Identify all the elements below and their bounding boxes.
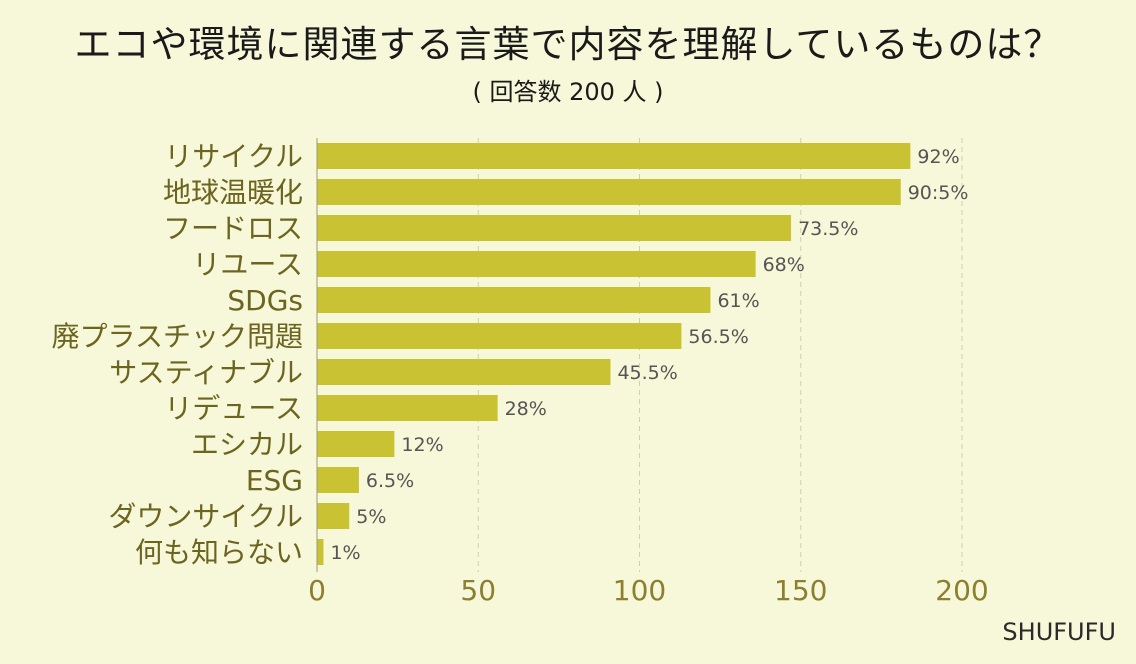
category-label: リデュース	[164, 392, 303, 425]
category-label: リサイクル	[164, 140, 303, 173]
bar	[317, 539, 324, 565]
category-label: 何も知らない	[135, 536, 303, 569]
category-label: エシカル	[191, 428, 303, 461]
x-tick-label: 100	[613, 574, 666, 607]
category-label: リユース	[192, 248, 303, 281]
watermark: SHUFUFU	[1002, 618, 1116, 646]
category-label: ダウンサイクル	[108, 500, 303, 533]
value-label: 73.5%	[798, 218, 858, 240]
value-label: 61%	[717, 290, 759, 312]
bar	[317, 251, 756, 277]
bar	[317, 467, 359, 493]
value-label: 12%	[401, 434, 443, 456]
category-label: ESG	[246, 464, 303, 497]
x-tick-label: 150	[774, 574, 827, 607]
value-label: 28%	[505, 398, 547, 420]
bar	[317, 359, 611, 385]
category-label: 廃プラスチック問題	[52, 320, 303, 353]
x-tick-label: 50	[460, 574, 496, 607]
value-label: 90:5%	[908, 182, 969, 204]
bar	[317, 215, 792, 241]
bar	[317, 395, 498, 421]
bar	[317, 503, 350, 529]
bar	[317, 179, 901, 205]
x-tick-label: 0	[308, 574, 326, 607]
chart-title: エコや環境に関連する言葉で内容を理解しているものは？	[74, 23, 1062, 66]
bar	[317, 287, 711, 313]
value-label: 1%	[330, 542, 360, 564]
bar	[317, 143, 911, 169]
bar	[317, 323, 682, 349]
category-label: フードロス	[163, 212, 303, 245]
x-tick-label: 200	[935, 574, 988, 607]
chart-subtitle: ( 回答数 200 人 )	[472, 78, 664, 106]
category-label: サスティナブル	[109, 356, 303, 389]
value-label: 5%	[356, 506, 386, 528]
category-label: SDGs	[227, 284, 303, 317]
value-label: 92%	[917, 146, 959, 168]
value-label: 56.5%	[688, 326, 748, 348]
value-label: 6.5%	[366, 470, 414, 492]
value-label: 45.5%	[617, 362, 677, 384]
category-label: 地球温暖化	[163, 176, 303, 209]
value-label: 68%	[763, 254, 805, 276]
bar	[317, 431, 395, 457]
